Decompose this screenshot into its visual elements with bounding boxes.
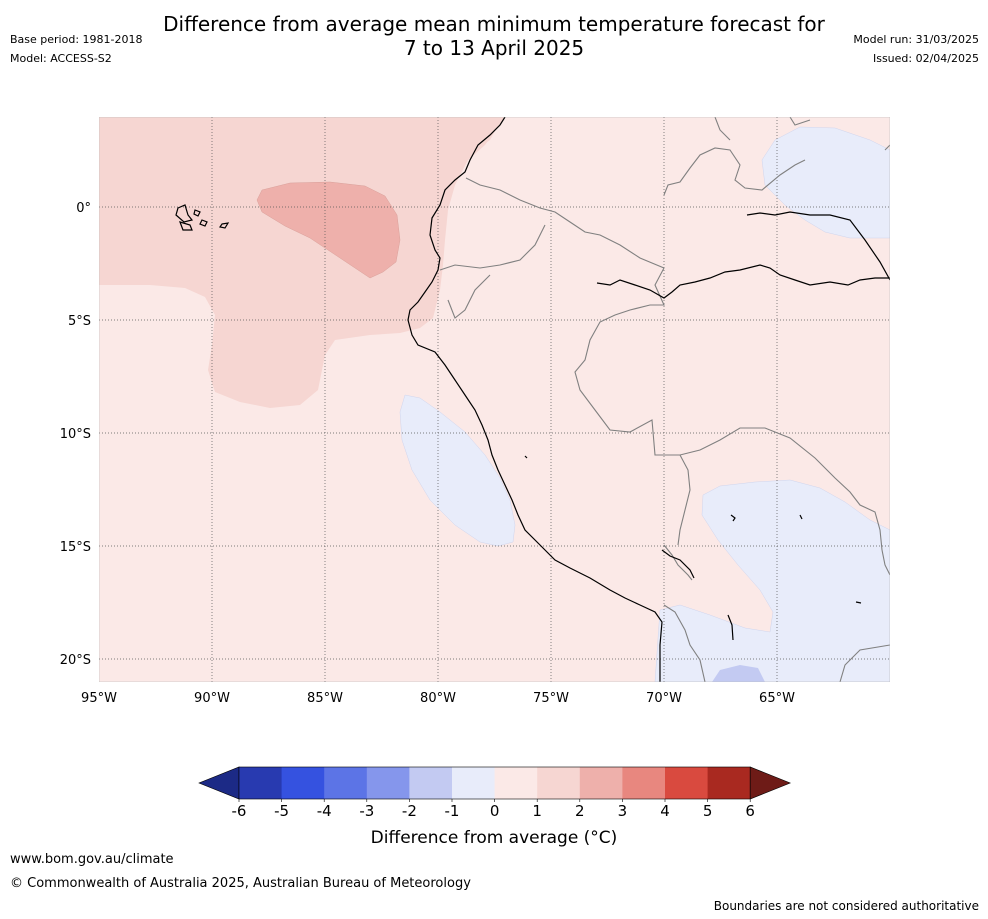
colorbar-tick-label: 0 [490, 802, 500, 820]
anomaly-region-neg1-0-south [654, 479, 890, 682]
colorbar-tick-label: -3 [359, 802, 374, 820]
colorbar-segment [622, 767, 666, 799]
anomaly-region-neg1-0-north [761, 126, 890, 239]
colorbar-tick-label: -2 [402, 802, 417, 820]
map-title: Difference from average mean minimum tem… [0, 12, 988, 60]
colorbar-tick-label: 2 [575, 802, 585, 820]
map-plot-area [99, 117, 890, 682]
anomaly-region-neg1-0-ocean [399, 394, 516, 547]
lon-tick-label: 90°W [194, 691, 230, 706]
colorbar-tick-label: -1 [445, 802, 460, 820]
colorbar-tick-label: -5 [274, 802, 289, 820]
latitude-ticks: 0° 5°S 10°S 15°S 20°S [60, 201, 91, 668]
colorbar-segment [281, 767, 325, 799]
colorbar-segment [579, 767, 623, 799]
colorbar-ticks: -6 -5 -4 -3 -2 -1 0 1 2 3 4 5 6 [232, 799, 755, 820]
anomaly-region-1-2 [99, 117, 505, 408]
colorbar-tick-label: 3 [618, 802, 628, 820]
colorbar-tick-label: 6 [745, 802, 755, 820]
colorbar-segment [409, 767, 453, 799]
lon-tick-label: 65°W [759, 691, 795, 706]
lon-tick-label: 80°W [420, 691, 456, 706]
colorbar-segment [537, 767, 581, 799]
lon-tick-label: 85°W [307, 691, 343, 706]
colorbar-segment [665, 767, 709, 799]
lat-tick-label: 20°S [60, 653, 91, 668]
country-borders [439, 117, 890, 682]
colorbar-segment [452, 767, 496, 799]
lon-tick-label: 70°W [646, 691, 682, 706]
colorbar-segment [324, 767, 368, 799]
model-run: Model run: 31/03/2025 [853, 33, 979, 46]
issued-date: Issued: 02/04/2025 [872, 52, 979, 65]
colorbar-arrow-low [198, 766, 240, 800]
lon-tick-label: 95°W [81, 691, 117, 706]
coastlines [175, 117, 890, 682]
colorbar [198, 766, 792, 800]
colorbar-segment [707, 767, 751, 799]
title-line-2: 7 to 13 April 2025 [403, 36, 585, 60]
base-period: Base period: 1981-2018 [10, 33, 143, 46]
lat-tick-label: 0° [76, 201, 91, 216]
lat-tick-label: 5°S [68, 314, 91, 329]
footer-copyright: © Commonwealth of Australia 2025, Austra… [10, 876, 471, 891]
colorbar-tick-label: 5 [703, 802, 713, 820]
colorbar-segment [366, 767, 410, 799]
colorbar-segment [239, 767, 283, 799]
lat-tick-label: 15°S [60, 540, 91, 555]
title-line-1: Difference from average mean minimum tem… [163, 12, 825, 36]
colorbar-tick-label: -4 [317, 802, 332, 820]
footer-url[interactable]: www.bom.gov.au/climate [10, 852, 174, 867]
anomaly-region-neg2-neg1 [712, 665, 765, 682]
colorbar-arrow-high [749, 766, 792, 800]
colorbar-tick-label: -6 [232, 802, 247, 820]
lat-tick-label: 10°S [60, 427, 91, 442]
anomaly-region-1-2-coast [466, 122, 500, 150]
gridlines [99, 117, 890, 682]
anomaly-region-2-3 [256, 181, 401, 279]
colorbar-tick-label: 4 [660, 802, 670, 820]
colorbar-label: Difference from average (°C) [370, 828, 618, 848]
lon-tick-label: 75°W [533, 691, 569, 706]
colorbar-segment [494, 767, 538, 799]
colorbar-tick-label: 1 [532, 802, 542, 820]
longitude-ticks: 95°W 90°W 85°W 80°W 75°W 70°W 65°W [81, 691, 795, 706]
footer-disclaimer: Boundaries are not considered authoritat… [713, 899, 979, 913]
model-name: Model: ACCESS-S2 [10, 52, 112, 65]
